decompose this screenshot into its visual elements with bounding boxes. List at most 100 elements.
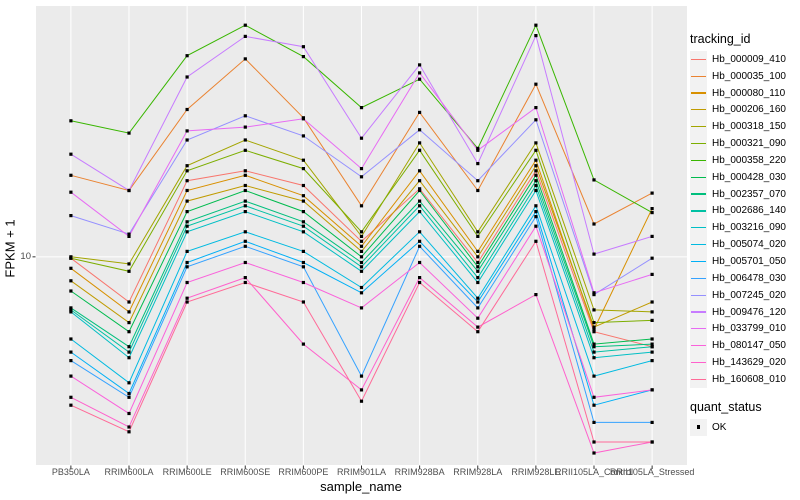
data-point <box>418 71 422 75</box>
data-point <box>476 276 480 280</box>
data-point <box>69 306 73 310</box>
data-point <box>534 148 538 152</box>
data-point <box>243 138 247 142</box>
data-point <box>592 178 596 182</box>
legend-item-Hb_002357_070: Hb_002357_070 <box>690 185 786 203</box>
legend-item-label: Hb_007245_020 <box>712 289 786 301</box>
data-point <box>127 411 131 416</box>
legend-key-swatch <box>690 337 707 355</box>
data-point <box>592 403 596 407</box>
data-point <box>127 188 131 193</box>
data-point <box>127 381 131 385</box>
legend-item-label: Hb_000080_110 <box>712 87 786 99</box>
data-point <box>359 399 364 403</box>
legend-item-Hb_005074_020: Hb_005074_020 <box>690 236 786 254</box>
data-point <box>185 265 189 269</box>
data-point <box>418 188 422 193</box>
data-point <box>185 164 189 168</box>
data-point <box>301 134 305 138</box>
legend-item-Hb_000428_030: Hb_000428_030 <box>690 168 786 186</box>
data-point <box>650 359 654 363</box>
data-point <box>359 269 364 273</box>
data-point <box>243 34 247 38</box>
data-point <box>650 191 654 195</box>
data-point <box>418 141 422 145</box>
data-point <box>301 342 305 346</box>
data-point <box>650 337 654 341</box>
data-point <box>359 244 364 248</box>
legend-item-Hb_000035_100: Hb_000035_100 <box>690 67 786 85</box>
data-point <box>418 244 422 248</box>
data-point <box>127 262 131 266</box>
legend-item-label: Hb_000428_030 <box>712 171 786 183</box>
data-point <box>185 280 189 285</box>
x-tick-label-RRIM928LE: RRIM928LE <box>511 467 561 477</box>
data-point <box>592 395 596 399</box>
x-tick-label-PB350LA: PB350LA <box>51 467 90 477</box>
data-point <box>127 321 131 325</box>
data-point <box>592 440 596 444</box>
data-point <box>359 230 364 234</box>
data-point <box>534 34 538 38</box>
data-point <box>418 276 422 280</box>
data-point <box>359 234 364 238</box>
legend-item-label: OK <box>712 421 727 433</box>
data-point <box>476 162 480 166</box>
series-color-line-icon <box>691 328 706 330</box>
data-point <box>185 220 189 224</box>
data-point <box>359 175 364 179</box>
data-point <box>243 276 247 280</box>
data-point <box>243 210 247 214</box>
data-point <box>359 255 364 259</box>
data-point <box>418 210 422 214</box>
y-tick-label: 10 <box>20 251 31 262</box>
data-point <box>592 330 596 334</box>
legend-item-Hb_080147_050: Hb_080147_050 <box>690 337 786 355</box>
data-point <box>592 451 596 455</box>
legend-item-Hb_143629_020: Hb_143629_020 <box>690 354 786 372</box>
data-point <box>476 269 480 273</box>
data-point <box>476 296 480 300</box>
data-point <box>534 188 538 193</box>
data-point <box>359 265 364 269</box>
data-point <box>243 188 247 193</box>
legend-key-swatch <box>690 286 707 304</box>
data-point <box>650 207 654 211</box>
data-point <box>418 148 422 152</box>
data-point <box>301 300 305 304</box>
quant-ok-key <box>690 418 707 436</box>
data-point <box>127 310 131 314</box>
legend-key-swatch <box>690 67 707 85</box>
data-point <box>476 230 480 234</box>
data-point <box>301 183 305 188</box>
data-point <box>359 260 364 265</box>
data-point <box>650 420 654 424</box>
data-point <box>301 199 305 203</box>
legend-item-label: Hb_000358_220 <box>712 154 786 166</box>
data-point <box>359 388 364 392</box>
data-point <box>185 107 189 112</box>
data-point <box>127 234 131 238</box>
data-point <box>301 220 305 224</box>
data-point <box>476 330 480 334</box>
legend-item-label: Hb_005701_050 <box>712 256 786 267</box>
legend-key-swatch <box>690 303 707 321</box>
data-point <box>301 167 305 171</box>
series-color-line-icon <box>691 260 706 263</box>
data-point <box>69 359 73 363</box>
data-point <box>534 224 538 228</box>
data-point <box>534 179 538 183</box>
legend-item-label: Hb_000035_100 <box>712 70 786 82</box>
data-point <box>650 388 654 392</box>
data-point <box>359 306 364 310</box>
legend-item-Hb_006478_030: Hb_006478_030 <box>690 269 786 287</box>
x-tick-label-RRIM600SE: RRIM600SE <box>220 467 271 477</box>
data-point <box>69 152 73 156</box>
legend-item-label: Hb_000318_150 <box>712 121 786 133</box>
data-point <box>650 256 654 260</box>
legend-key-swatch <box>690 185 707 203</box>
legend-key-swatch <box>690 135 707 153</box>
legend-item-Hb_000206_160: Hb_000206_160 <box>690 101 786 119</box>
data-point <box>69 337 73 341</box>
data-point <box>185 54 189 58</box>
